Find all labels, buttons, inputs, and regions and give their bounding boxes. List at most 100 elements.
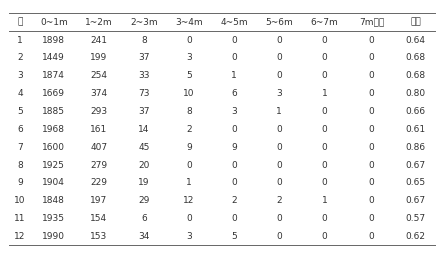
Text: 1968: 1968 (42, 125, 65, 134)
Text: 0: 0 (369, 143, 375, 152)
Text: 2: 2 (231, 196, 237, 205)
Text: 0: 0 (276, 232, 282, 241)
Text: 12: 12 (184, 196, 195, 205)
Text: 1: 1 (186, 178, 192, 187)
Text: 5: 5 (231, 232, 237, 241)
Text: 7: 7 (17, 143, 23, 152)
Text: 1874: 1874 (42, 71, 65, 80)
Text: 0: 0 (231, 214, 237, 223)
Text: 0: 0 (369, 125, 375, 134)
Text: 0: 0 (186, 214, 192, 223)
Text: 0.65: 0.65 (406, 178, 426, 187)
Text: 2~3m: 2~3m (130, 18, 158, 27)
Text: 0.62: 0.62 (406, 232, 426, 241)
Text: 14: 14 (139, 125, 150, 134)
Text: 279: 279 (90, 161, 108, 170)
Text: 0.86: 0.86 (406, 143, 426, 152)
Text: 1990: 1990 (42, 232, 65, 241)
Text: 6: 6 (231, 89, 237, 98)
Text: 3~4m: 3~4m (175, 18, 203, 27)
Text: 7m이상: 7m이상 (359, 18, 384, 27)
Text: 0~1m: 0~1m (40, 18, 68, 27)
Text: 0: 0 (322, 143, 327, 152)
Text: 8: 8 (17, 161, 23, 170)
Text: 8: 8 (141, 36, 147, 45)
Text: 4~5m: 4~5m (220, 18, 248, 27)
Text: 5~6m: 5~6m (265, 18, 293, 27)
Text: 0: 0 (276, 214, 282, 223)
Text: 0: 0 (276, 36, 282, 45)
Text: 9: 9 (17, 178, 23, 187)
Text: 1898: 1898 (42, 36, 65, 45)
Text: 1669: 1669 (42, 89, 65, 98)
Text: 0: 0 (369, 214, 375, 223)
Text: 0: 0 (276, 178, 282, 187)
Text: 0: 0 (276, 53, 282, 62)
Text: 37: 37 (138, 107, 150, 116)
Text: 1449: 1449 (42, 53, 65, 62)
Text: 0: 0 (369, 178, 375, 187)
Text: 10: 10 (14, 196, 26, 205)
Text: 6: 6 (141, 214, 147, 223)
Text: 평균: 평균 (410, 18, 421, 27)
Text: 0: 0 (322, 107, 327, 116)
Text: 0: 0 (276, 71, 282, 80)
Text: 37: 37 (138, 53, 150, 62)
Text: 34: 34 (139, 232, 150, 241)
Text: 0: 0 (231, 125, 237, 134)
Text: 374: 374 (90, 89, 108, 98)
Text: 1904: 1904 (42, 178, 65, 187)
Text: 1925: 1925 (42, 161, 65, 170)
Text: 254: 254 (90, 71, 108, 80)
Text: 0.64: 0.64 (406, 36, 426, 45)
Text: 0: 0 (369, 71, 375, 80)
Text: 0: 0 (369, 36, 375, 45)
Text: 9: 9 (231, 143, 237, 152)
Text: 0: 0 (186, 161, 192, 170)
Text: 0: 0 (322, 125, 327, 134)
Text: 0: 0 (322, 232, 327, 241)
Text: 197: 197 (90, 196, 108, 205)
Text: 0: 0 (369, 161, 375, 170)
Text: 0: 0 (231, 178, 237, 187)
Text: 73: 73 (138, 89, 150, 98)
Text: 1: 1 (322, 89, 327, 98)
Text: 1848: 1848 (42, 196, 65, 205)
Text: 161: 161 (90, 125, 108, 134)
Text: 29: 29 (139, 196, 150, 205)
Text: 0: 0 (322, 161, 327, 170)
Text: 241: 241 (90, 36, 108, 45)
Text: 3: 3 (186, 53, 192, 62)
Text: 0: 0 (276, 125, 282, 134)
Text: 6~7m: 6~7m (310, 18, 338, 27)
Text: 5: 5 (186, 71, 192, 80)
Text: 154: 154 (90, 214, 108, 223)
Text: 0: 0 (231, 53, 237, 62)
Text: 0: 0 (369, 53, 375, 62)
Text: 0: 0 (322, 214, 327, 223)
Text: 0.61: 0.61 (406, 125, 426, 134)
Text: 0: 0 (322, 53, 327, 62)
Text: 1600: 1600 (42, 143, 65, 152)
Text: 0.68: 0.68 (406, 71, 426, 80)
Text: 2: 2 (186, 125, 192, 134)
Text: 19: 19 (138, 178, 150, 187)
Text: 3: 3 (276, 89, 282, 98)
Text: 0: 0 (322, 178, 327, 187)
Text: 0: 0 (186, 36, 192, 45)
Text: 5: 5 (17, 107, 23, 116)
Text: 407: 407 (90, 143, 108, 152)
Text: 229: 229 (90, 178, 108, 187)
Text: 0.67: 0.67 (406, 196, 426, 205)
Text: 45: 45 (139, 143, 150, 152)
Text: 0: 0 (231, 161, 237, 170)
Text: 1: 1 (322, 196, 327, 205)
Text: 0: 0 (369, 196, 375, 205)
Text: 6: 6 (17, 125, 23, 134)
Text: 1~2m: 1~2m (85, 18, 113, 27)
Text: 8: 8 (186, 107, 192, 116)
Text: 0: 0 (322, 71, 327, 80)
Text: 0: 0 (369, 232, 375, 241)
Text: 4: 4 (17, 89, 23, 98)
Text: 293: 293 (90, 107, 108, 116)
